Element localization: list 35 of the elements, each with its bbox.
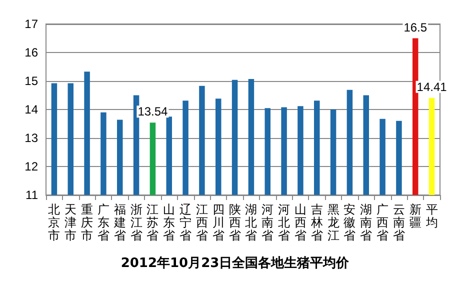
- x-tick-label: 云南省: [392, 202, 405, 242]
- x-tick-label: 平均: [424, 202, 438, 230]
- x-tick-label: 四川省: [212, 202, 224, 242]
- x-tick-label: 山东省: [163, 202, 176, 242]
- x-tick-label: 湖南省: [360, 202, 372, 242]
- y-tick-label: 13: [24, 131, 38, 145]
- y-tick-label: 17: [24, 17, 38, 31]
- y-tick-label: 16: [24, 46, 38, 60]
- x-tick-label: 吉林省: [310, 202, 323, 242]
- text: 2012年10月23日全国各地生猪平均价: [120, 256, 350, 271]
- y-tick-label: 12: [24, 160, 38, 174]
- x-tick-label: 山西省: [294, 202, 306, 242]
- x-tick-label: 辽宁省: [180, 202, 192, 242]
- data-label: 14.41: [416, 80, 448, 94]
- x-tick-label: 北京市: [48, 202, 60, 242]
- x-tick-label: 重庆市: [81, 202, 94, 242]
- data-label: 13.54: [138, 104, 168, 119]
- x-tick-label: 江苏省: [146, 202, 159, 242]
- data-label: 16.5: [404, 20, 428, 34]
- x-tick-label: 河北省: [278, 202, 290, 242]
- y-tick-label: 14: [24, 102, 38, 116]
- x-tick-label: 广西省: [376, 202, 389, 242]
- x-tick-label: 黑龙江: [327, 202, 340, 242]
- x-tick-label: 安徽省: [344, 202, 356, 242]
- x-tick-label: 新疆: [409, 202, 422, 230]
- x-tick-label: 陕西省: [228, 202, 241, 242]
- x-tick-label: 湖北省: [245, 202, 258, 242]
- y-tick-label: 11: [26, 188, 38, 202]
- y-tick-label: 15: [24, 74, 38, 88]
- x-tick-label: 江西省: [196, 202, 208, 242]
- x-tick-label: 河南省: [262, 202, 274, 242]
- x-tick-label: 天津市: [64, 202, 77, 242]
- x-tick-label: 福建省: [112, 202, 126, 242]
- x-tick-label: 浙江省: [130, 202, 142, 242]
- x-tick-label: 广东省: [97, 202, 110, 242]
